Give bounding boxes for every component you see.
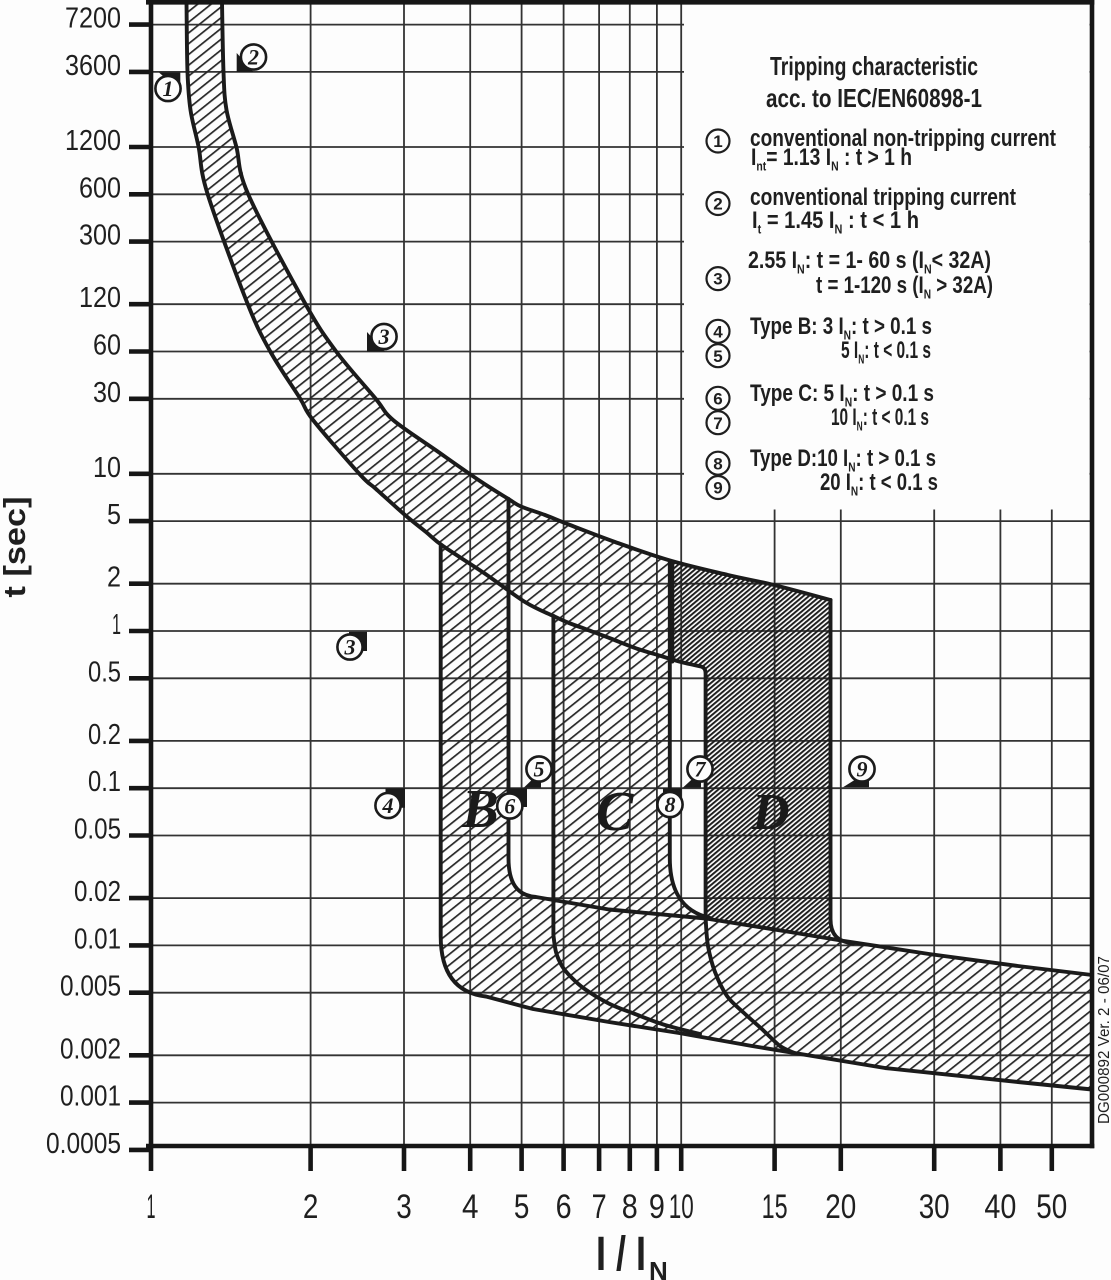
svg-text:1200: 1200 [65,125,121,157]
svg-text:10 IN: t < 0.1 s: 10 IN: t < 0.1 s [831,404,929,434]
svg-text:30: 30 [93,377,121,409]
svg-text:3600: 3600 [65,50,121,82]
svg-text:600: 600 [79,172,121,204]
svg-text:5: 5 [514,1188,530,1226]
svg-text:5: 5 [713,347,722,366]
svg-text:B: B [461,778,499,839]
svg-text:Type C: 5 IN: t > 0.1 s: Type C: 5 IN: t > 0.1 s [750,380,934,410]
svg-text:5: 5 [534,757,545,782]
svg-text:t = 1-120 s (IN > 32A): t = 1-120 s (IN > 32A) [816,272,993,302]
svg-text:1: 1 [112,609,121,641]
svg-text:5 IN: t < 0.1 s: 5 IN: t < 0.1 s [841,337,931,367]
svg-text:6: 6 [713,389,722,408]
svg-text:2.55 IN: t = 1- 60 s (IN< 32A): 2.55 IN: t = 1- 60 s (IN< 32A) [748,247,991,277]
svg-text:0.02: 0.02 [74,876,121,908]
svg-text:3: 3 [713,270,722,289]
svg-text:7: 7 [713,414,722,433]
svg-text:9: 9 [713,479,722,498]
svg-text:300: 300 [79,220,121,252]
svg-text:6: 6 [556,1188,572,1226]
svg-text:15: 15 [762,1188,788,1226]
svg-text:20 IN: t < 0.1 s: 20 IN: t < 0.1 s [820,469,938,499]
svg-text:acc. to IEC/EN60898-1: acc. to IEC/EN60898-1 [766,83,982,113]
svg-text:0.002: 0.002 [60,1033,121,1065]
svg-text:t [sec]: t [sec] [0,497,32,598]
svg-text:7: 7 [695,757,707,782]
svg-text:7200: 7200 [65,3,121,35]
svg-text:10: 10 [93,452,121,484]
svg-text:40: 40 [984,1188,1016,1226]
svg-text:6: 6 [504,794,515,819]
svg-text:0.1: 0.1 [88,766,121,798]
svg-text:I / I: I / I [596,1228,646,1280]
svg-text:3: 3 [378,324,390,349]
svg-text:5: 5 [107,499,121,531]
svg-text:8: 8 [665,792,676,817]
svg-text:60: 60 [93,330,121,362]
svg-text:Type B: 3 IN: t > 0.1 s: Type B: 3 IN: t > 0.1 s [750,313,932,343]
svg-text:0.01: 0.01 [74,923,121,955]
svg-text:D: D [751,784,790,841]
svg-text:Type D:10 IN: t > 0.1 s: Type D:10 IN: t > 0.1 s [750,445,936,475]
svg-text:0.001: 0.001 [60,1081,121,1113]
svg-text:120: 120 [79,282,121,314]
svg-text:1: 1 [163,76,174,101]
svg-text:7: 7 [592,1188,607,1226]
svg-text:4: 4 [382,793,394,818]
svg-text:C: C [596,781,634,843]
svg-text:2: 2 [107,562,121,594]
svg-text:N: N [649,1256,668,1280]
svg-text:4: 4 [713,322,723,341]
svg-text:30: 30 [919,1188,950,1226]
svg-text:0.005: 0.005 [60,971,121,1003]
svg-text:10: 10 [669,1188,694,1226]
svg-text:1: 1 [147,1188,156,1226]
svg-text:1: 1 [713,132,722,151]
svg-text:9: 9 [857,757,868,782]
svg-text:50: 50 [1036,1188,1067,1226]
svg-text:0.2: 0.2 [88,719,121,751]
svg-text:0.05: 0.05 [74,814,121,846]
svg-text:2: 2 [303,1188,319,1226]
svg-text:3: 3 [344,635,356,660]
svg-text:8: 8 [622,1188,638,1226]
svg-text:DG000892 Ver. 2 - 06/07: DG000892 Ver. 2 - 06/07 [1096,956,1111,1124]
svg-text:2: 2 [713,195,722,214]
svg-text:9: 9 [649,1188,665,1226]
svg-text:0.5: 0.5 [88,656,121,688]
svg-text:conventional tripping current: conventional tripping current [750,184,1016,211]
svg-text:20: 20 [825,1188,856,1226]
svg-text:2: 2 [247,45,259,70]
svg-text:3: 3 [396,1188,412,1226]
svg-text:conventional non-tripping curr: conventional non-tripping current [750,125,1056,152]
svg-text:Tripping characteristic: Tripping characteristic [770,51,978,81]
svg-text:4: 4 [462,1188,479,1226]
svg-text:8: 8 [713,454,722,473]
svg-text:0.0005: 0.0005 [46,1128,121,1160]
